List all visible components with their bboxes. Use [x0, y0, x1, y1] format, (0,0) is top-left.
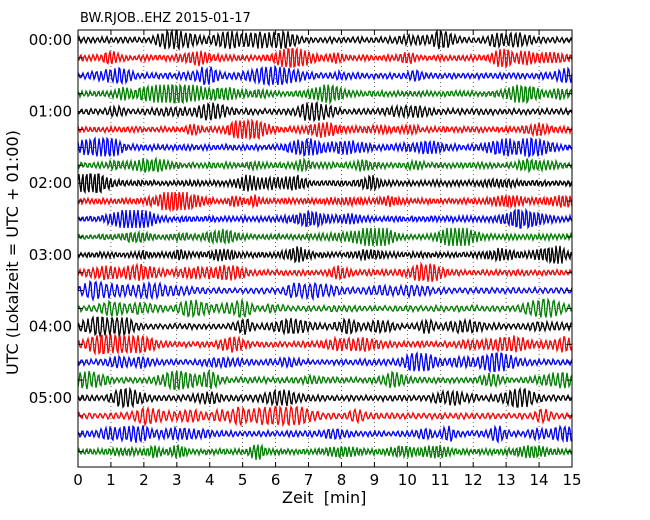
x-tick-label: 8: [337, 471, 347, 489]
trace-line: [77, 315, 573, 338]
trace-line: [77, 101, 573, 123]
x-tick-label: 10: [398, 471, 417, 489]
trace-line: [77, 245, 573, 265]
plot-frame: [77, 29, 573, 468]
trace-line: [77, 46, 573, 70]
trace-line: [77, 64, 573, 87]
trace-line: [77, 332, 573, 356]
x-tick-label: 6: [271, 471, 281, 489]
trace-line: [77, 28, 573, 52]
y-tick-label: 00:00: [29, 31, 72, 49]
x-tick-label: 5: [238, 471, 248, 489]
trace-line: [77, 279, 573, 302]
trace-line: [77, 297, 573, 319]
x-tick-label: 4: [205, 471, 215, 489]
x-tick-label: 14: [530, 471, 549, 489]
trace-line: [77, 350, 573, 374]
y-tick-label: 03:00: [29, 246, 72, 264]
x-tick-label: 3: [172, 471, 182, 489]
trace-line: [77, 207, 573, 230]
axis-ticks: [77, 30, 573, 467]
seismic-traces: [77, 28, 573, 460]
trace-line: [77, 227, 573, 247]
x-tick-label: 12: [464, 471, 483, 489]
trace-line: [77, 404, 573, 428]
y-tick-label: 05:00: [29, 389, 72, 407]
x-axis-label: Zeit [min]: [282, 488, 367, 507]
x-tick-label: 15: [562, 471, 581, 489]
y-tick-label: 02:00: [29, 174, 72, 192]
x-tick-label: 1: [106, 471, 116, 489]
trace-line: [77, 173, 573, 195]
trace-line: [77, 83, 573, 106]
y-tick-label: 04:00: [29, 317, 72, 335]
trace-line: [77, 368, 573, 391]
trace-line: [77, 118, 573, 141]
x-tick-label: 9: [370, 471, 380, 489]
x-tick-label: 2: [139, 471, 149, 489]
trace-line: [77, 191, 573, 213]
tick-labels: 0 1 2 3 4 5 6 7 8 9 10 11 12 13 14 1500:0001:0002:0003:…: [29, 31, 582, 489]
chart-title: BW.RJOB..EHZ 2015-01-17: [80, 11, 251, 26]
y-axis-label: UTC (Lokalzeit = UTC + 01:00): [3, 130, 22, 375]
trace-line: [77, 443, 573, 460]
x-tick-label: 7: [304, 471, 314, 489]
trace-line: [77, 424, 573, 444]
x-tick-label: 13: [497, 471, 516, 489]
trace-line: [77, 386, 573, 409]
x-tick-label: 0: [73, 471, 83, 489]
x-tick-label: 11: [431, 471, 450, 489]
trace-line: [77, 136, 573, 159]
trace-line: [77, 261, 573, 282]
trace-line: [77, 156, 573, 174]
y-tick-label: 01:00: [29, 103, 72, 121]
